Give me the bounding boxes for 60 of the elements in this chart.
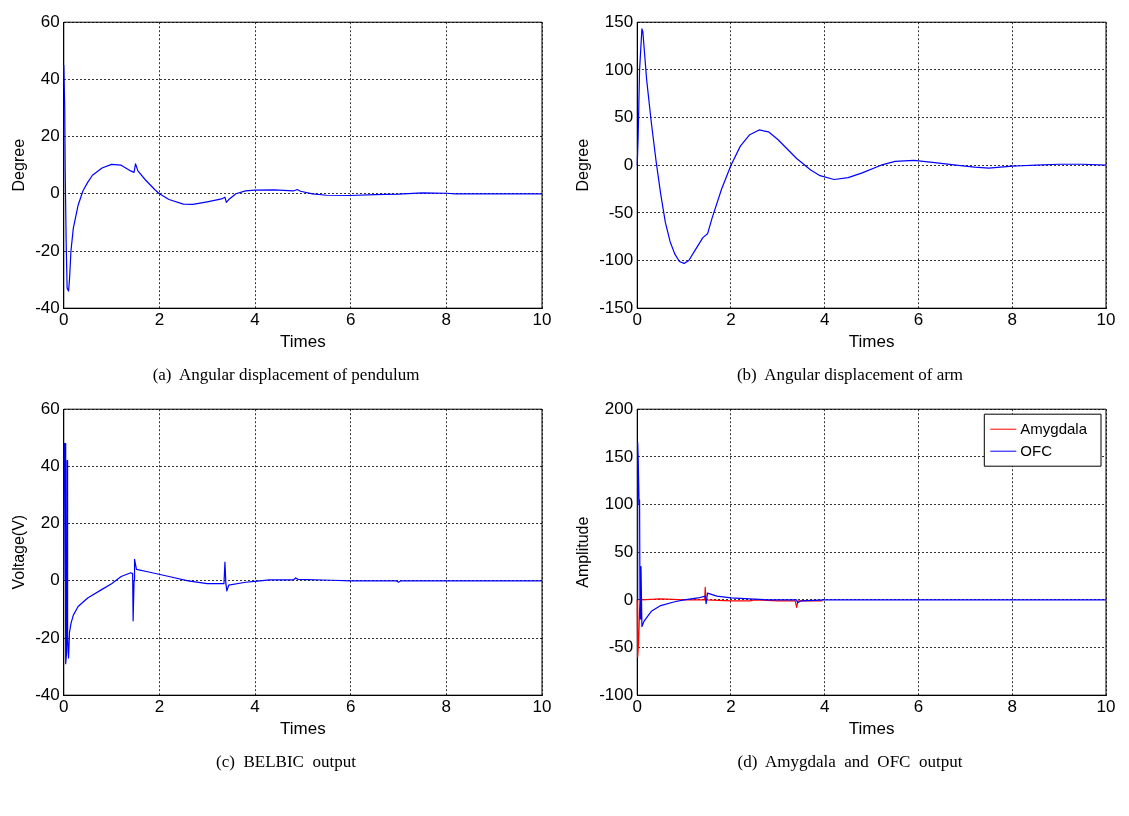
y-tick-label: 20	[40, 126, 60, 146]
x-tick-label: 8	[441, 697, 452, 717]
y-tick-label: 20	[40, 513, 60, 533]
y-tick-label: 50	[614, 541, 634, 561]
x-tick-label: 2	[726, 310, 736, 330]
x-tick-label: 2	[154, 310, 165, 330]
y-tick-label: 0	[623, 589, 634, 609]
x-tick-label: 8	[441, 310, 452, 330]
x-tick-label: 6	[913, 697, 924, 717]
y-tick-label: -40	[35, 297, 60, 317]
y-axis-title: Amplitude	[574, 516, 592, 588]
y-tick-label: -100	[599, 250, 634, 270]
y-tick-label: 150	[604, 446, 634, 466]
x-tick-label: 8	[1007, 697, 1017, 717]
x-tick-label: 8	[1007, 310, 1017, 330]
x-axis-title: Times	[848, 719, 895, 739]
x-tick-label: 10	[1096, 697, 1116, 717]
x-tick-label: 10	[1096, 310, 1116, 330]
y-axis-title: Degree	[10, 138, 28, 192]
y-axis-title: Degree	[574, 138, 592, 192]
x-tick-label: 4	[250, 697, 260, 717]
x-axis-title: Times	[280, 719, 326, 739]
y-tick-label: -100	[599, 684, 634, 704]
x-tick-label: 2	[154, 697, 165, 717]
x-tick-label: 2	[726, 697, 736, 717]
x-tick-label: 4	[820, 310, 830, 330]
y-tick-label: 40	[40, 69, 60, 89]
y-axis-title: Voltage(V)	[10, 514, 28, 590]
y-tick-label: -20	[35, 240, 60, 260]
y-tick-label: -50	[608, 202, 634, 222]
y-tick-label: -20	[35, 627, 60, 647]
y-tick-label: 0	[50, 183, 60, 203]
x-tick-label: 10	[532, 697, 552, 717]
x-tick-label: 6	[345, 310, 356, 330]
y-tick-label: 100	[604, 59, 634, 79]
x-tick-label: 4	[820, 697, 830, 717]
legend-label: OFC	[1020, 442, 1053, 460]
text: (a) Angular displacement of pendulum	[152, 365, 420, 385]
text: (b) Angular displacement of arm	[736, 365, 964, 385]
y-tick-label: 40	[40, 456, 60, 476]
y-tick-label: 0	[50, 570, 60, 590]
x-tick-label: 10	[532, 310, 552, 330]
x-tick-label: 6	[345, 697, 356, 717]
y-tick-label: 60	[40, 11, 60, 31]
x-axis-title: Times	[848, 332, 895, 352]
y-tick-label: 60	[40, 398, 60, 418]
y-tick-label: -150	[599, 297, 634, 317]
y-tick-label: 150	[604, 11, 634, 31]
x-tick-label: 4	[250, 310, 260, 330]
text: (c) BELBIC output	[216, 752, 356, 772]
x-axis-title: Times	[280, 332, 326, 352]
text: (d) Amygdala and OFC output	[737, 752, 963, 772]
y-tick-label: 100	[604, 494, 634, 514]
y-tick-label: 200	[604, 398, 634, 418]
y-tick-label: -40	[35, 684, 60, 704]
y-tick-label: 50	[614, 107, 634, 127]
y-tick-label: 0	[623, 154, 634, 174]
x-tick-label: 6	[913, 310, 924, 330]
y-tick-label: -50	[608, 637, 634, 657]
legend-label: Amygdala	[1020, 420, 1088, 438]
